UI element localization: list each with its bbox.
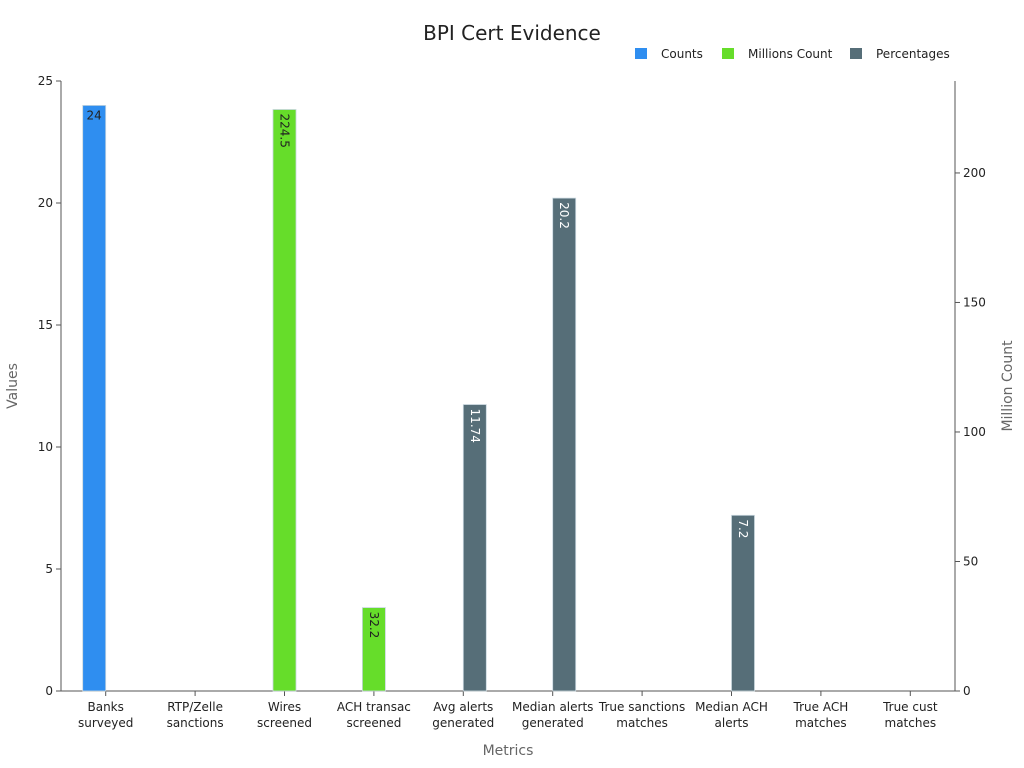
bar-value-label: 32.2: [367, 612, 381, 639]
legend-label: Percentages: [876, 47, 950, 61]
x-tick-label-line: matches: [795, 716, 847, 730]
y-tick-label: 20: [38, 196, 53, 210]
x-tick-label-line: Median ACH: [695, 700, 768, 714]
x-tick-label-line: RTP/Zelle: [167, 700, 223, 714]
x-tick-label-line: ACH transac: [337, 700, 411, 714]
x-tick-label-line: Banks: [87, 700, 123, 714]
axes: 0 5 10 15 20 25 0 50 100 150 200 Banks surveyed RTP/Z…: [38, 74, 986, 730]
x-tick-label-line: matches: [885, 716, 937, 730]
x-tick-label: True sanctions matches: [598, 700, 685, 730]
bar-percentages: [731, 514, 755, 692]
legend-label: Counts: [661, 47, 703, 61]
x-tick-label-line: Median alerts: [512, 700, 593, 714]
y-tick-label: 25: [38, 74, 53, 88]
legend-swatch: [635, 48, 647, 59]
x-tick-label-line: sanctions: [167, 716, 224, 730]
bar-millions-count: [272, 109, 297, 692]
y2-axis-title: Million Count: [1000, 340, 1016, 432]
x-tick-label-line: screened: [257, 716, 312, 730]
x-tick-label: True ACH matches: [793, 700, 849, 730]
bar-value-label: 11.74: [468, 409, 482, 443]
bar-value-label: 224.5: [278, 113, 292, 147]
y-tick-label: 15: [38, 318, 53, 332]
x-tick-label: Banks surveyed: [78, 700, 133, 730]
legend-swatch: [722, 48, 734, 59]
y2-tick-label: 50: [963, 554, 978, 568]
x-tick-label-line: surveyed: [78, 716, 133, 730]
legend: Counts Millions Count Percentages: [635, 47, 950, 61]
y2-tick-label: 150: [963, 295, 986, 309]
x-tick-label-line: Wires: [268, 700, 301, 714]
bar-percentages: [462, 404, 487, 692]
bar-labels: 24 224.5 32.2 11.74 20.2 7.2: [87, 108, 750, 638]
y-tick-label: 0: [45, 684, 53, 698]
legend-swatch: [850, 48, 862, 59]
x-tick-label: Median alerts generated: [512, 700, 593, 730]
x-tick-label-line: True cust: [882, 700, 938, 714]
y-axis-title: Values: [5, 363, 21, 409]
bars: [82, 105, 755, 692]
bar-value-label: 20.2: [557, 202, 571, 229]
y2-tick-label: 0: [963, 684, 971, 698]
bar-counts: [82, 105, 107, 692]
x-tick-label: Wires screened: [257, 700, 312, 730]
x-tick-label-line: True sanctions: [598, 700, 685, 714]
y2-tick-label: 200: [963, 166, 986, 180]
y2-tick-label: 100: [963, 425, 986, 439]
x-tick-label: RTP/Zelle sanctions: [167, 700, 224, 730]
x-tick-label: ACH transac screened: [337, 700, 411, 730]
x-tick-label-line: Avg alerts: [433, 700, 493, 714]
x-tick-label: Avg alerts generated: [432, 700, 494, 730]
y-tick-label: 10: [38, 440, 53, 454]
x-tick-label-line: matches: [616, 716, 668, 730]
bar-millions-count: [361, 607, 386, 692]
bar-value-label: 7.2: [736, 519, 750, 538]
y-tick-label: 5: [45, 562, 53, 576]
x-tick-label-line: generated: [432, 716, 494, 730]
x-tick-label-line: True ACH: [793, 700, 849, 714]
chart-title: BPI Cert Evidence: [423, 21, 601, 45]
bar-percentages: [552, 197, 577, 692]
x-tick-label-line: screened: [346, 716, 401, 730]
x-axis-title: Metrics: [483, 743, 534, 759]
x-tick-label: Median ACH alerts: [695, 700, 768, 730]
x-tick-label: True cust matches: [882, 700, 938, 730]
bar-value-label: 24: [87, 108, 102, 122]
legend-label: Millions Count: [748, 47, 833, 61]
x-tick-label-line: generated: [522, 716, 584, 730]
x-tick-label-line: alerts: [715, 716, 749, 730]
